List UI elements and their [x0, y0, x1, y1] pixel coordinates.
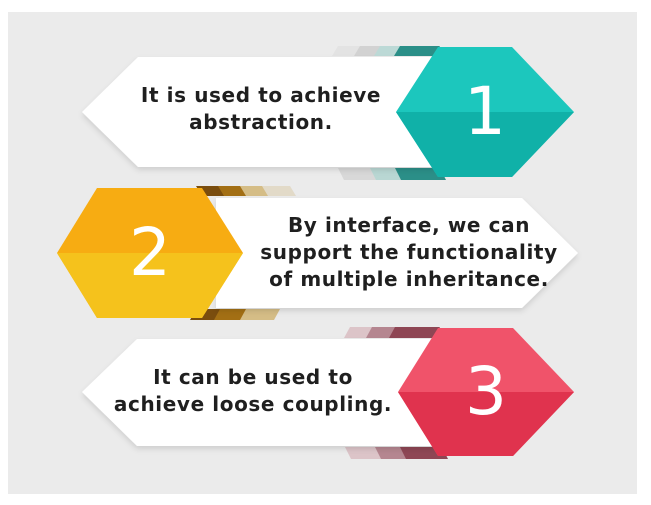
item-3-number-hexagon [398, 328, 574, 456]
item-2-text: By interface, we can support the functio… [260, 213, 558, 291]
item-2-arrow-box [216, 198, 578, 308]
item-2-stripes [190, 186, 296, 320]
item-3 [82, 327, 574, 459]
item-1 [82, 46, 574, 180]
item-1-arrow-box [82, 57, 438, 167]
item-2 [57, 186, 578, 320]
item-2-number: 2 [129, 214, 171, 291]
item-1-number: 1 [464, 73, 506, 150]
item-3-arrow-box [82, 339, 438, 446]
item-3-number: 3 [465, 353, 507, 430]
item-1-stripes [332, 46, 446, 180]
item-3-text: It can be used to achieve loose coupling… [113, 365, 393, 416]
item-2-number-hexagon [57, 188, 243, 318]
item-1-number-hexagon [396, 47, 574, 177]
item-1-text: It is used to achieve abstraction. [140, 83, 382, 134]
